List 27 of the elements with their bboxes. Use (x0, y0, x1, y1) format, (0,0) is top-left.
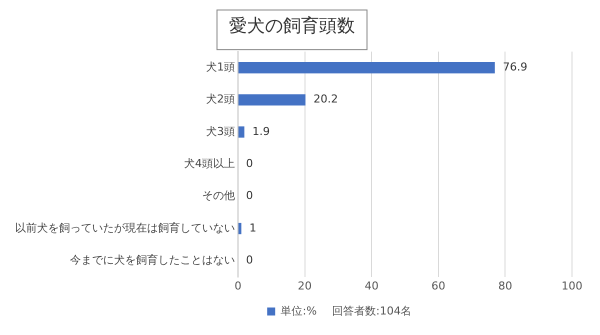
y-tick-label: 犬1頭 (206, 60, 235, 74)
y-tick-label: 今までに犬を飼育したことはない (70, 254, 235, 267)
y-tick-label: 犬2頭 (206, 92, 235, 106)
data-label: 1.9 (252, 124, 270, 138)
y-tick-label: その他 (202, 189, 235, 202)
bar (238, 62, 495, 74)
bar (238, 94, 306, 106)
x-tick-label: 60 (431, 279, 446, 292)
x-tick-label: 80 (498, 279, 512, 292)
y-tick-label: 犬3頭 (206, 124, 235, 138)
data-label: 0 (246, 157, 253, 170)
bar (238, 126, 244, 138)
x-tick-label: 40 (364, 279, 379, 292)
legend-label: 単位:% (280, 304, 317, 318)
y-tick-label: 犬4頭以上 (184, 157, 235, 170)
data-label: 0 (246, 254, 253, 267)
data-label: 0 (246, 189, 253, 202)
x-tick-label: 20 (298, 279, 312, 292)
data-label: 76.9 (502, 60, 528, 74)
x-tick-label: 100 (562, 279, 582, 292)
data-label: 1 (249, 221, 256, 234)
y-tick-label: 以前犬を飼っていたが現在は飼育していない (15, 221, 235, 234)
x-tick-label: 0 (234, 279, 242, 292)
text: 回答者数:104名 (332, 304, 412, 318)
chart-title: 愛犬の飼育頭数 (229, 15, 355, 36)
bar (238, 222, 242, 234)
data-label: 20.2 (313, 92, 338, 106)
